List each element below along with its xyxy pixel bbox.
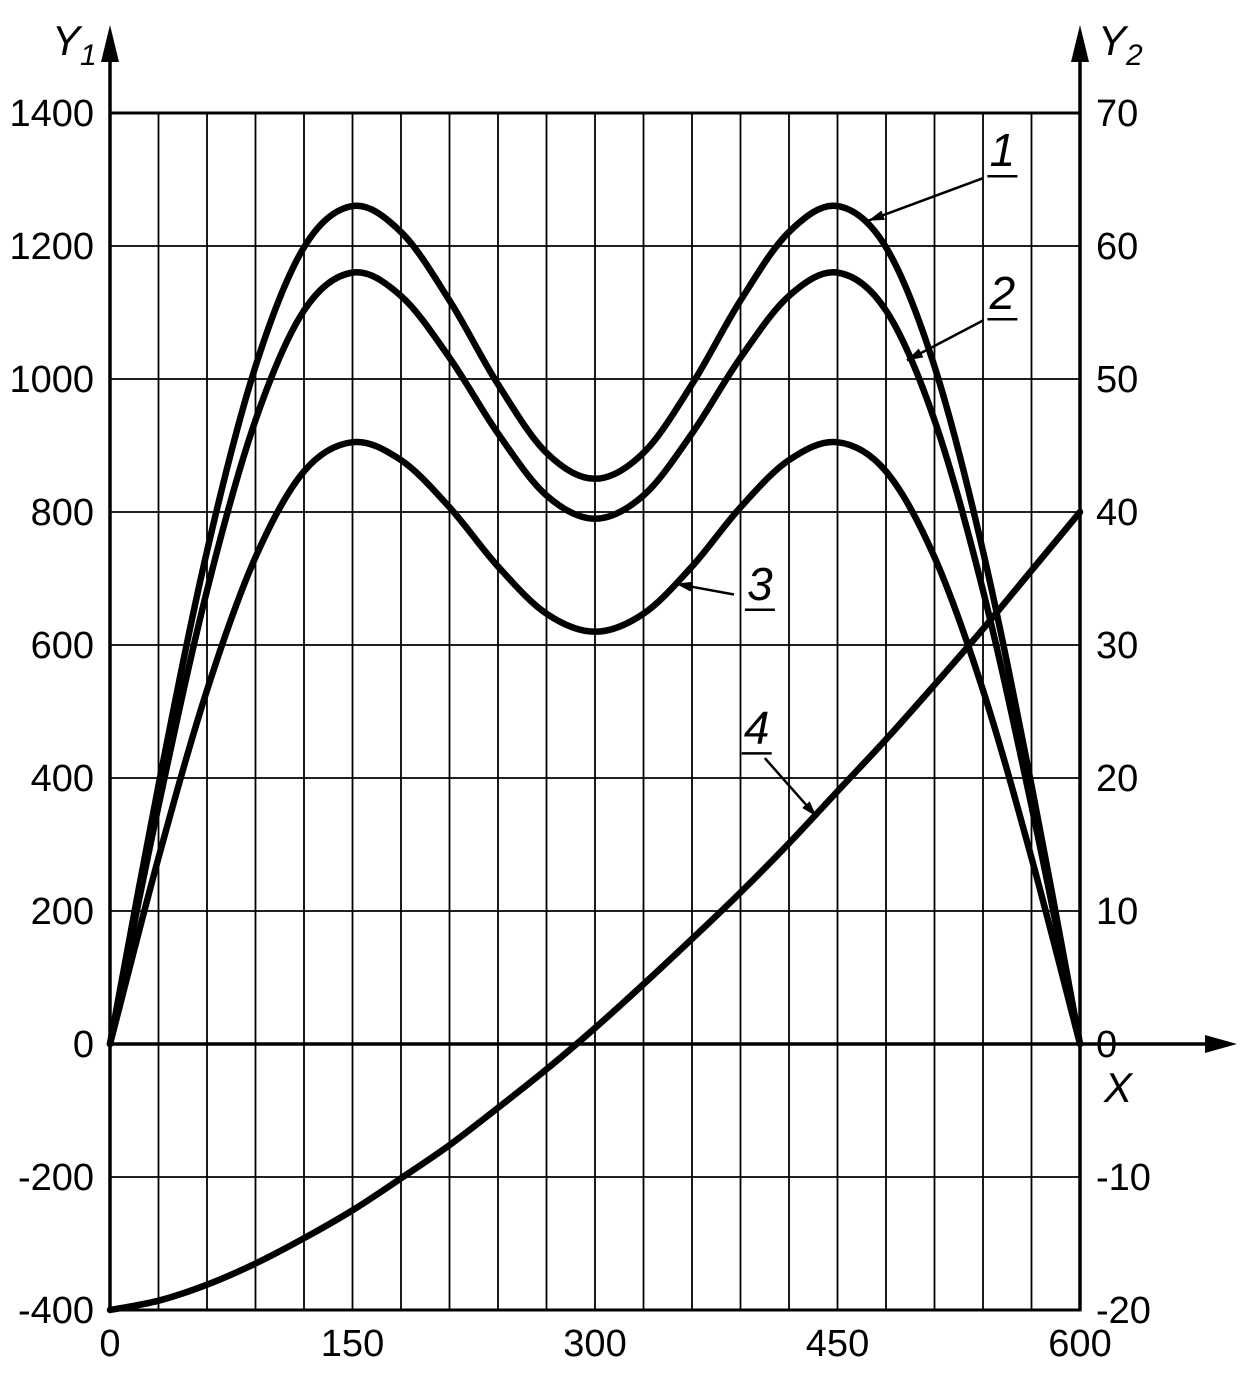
y2-tick-label: -10 (1096, 1157, 1151, 1199)
x-axis-arrowhead (1205, 1035, 1237, 1053)
curve-1 (106, 202, 1084, 1048)
annotation-arrow (906, 319, 984, 362)
x-tick-label: 600 (1048, 1323, 1111, 1365)
y1-tick-label: 1400 (9, 93, 94, 135)
y1-tick-label: -400 (18, 1290, 94, 1332)
y1-tick-label: 200 (31, 891, 94, 933)
curves (106, 202, 1084, 1314)
curve-4 (106, 508, 1084, 1314)
y2-axis-label: Y2 (1098, 17, 1143, 72)
grid (109, 112, 1081, 1311)
annotation-3: 3 (675, 558, 775, 612)
curve-number-label: 3 (747, 558, 773, 610)
y1-tick-label: 400 (31, 758, 94, 800)
annotation-arrow (867, 177, 984, 222)
x-axis-label: X (1103, 1064, 1134, 1111)
y1-tick-label: 0 (73, 1024, 94, 1066)
annotation-arrow (675, 581, 735, 596)
curve-number-label: 4 (744, 701, 770, 753)
curve-3 (106, 438, 1084, 1048)
y2-axis-arrowhead (1071, 25, 1089, 62)
y2-tick-label: 60 (1096, 226, 1138, 268)
y2-tick-label: 50 (1096, 359, 1138, 401)
annotation-2: 2 (906, 267, 1018, 362)
y1-tick-label: 1000 (9, 359, 94, 401)
y2-tick-label: 20 (1096, 758, 1138, 800)
annotation-1: 1 (867, 124, 1018, 222)
tick-labels: 1400120010008006004002000-200-4007060504… (9, 93, 1150, 1365)
annotation-4: 4 (741, 701, 818, 818)
curve-number-label: 1 (990, 124, 1016, 176)
annotations: 1 2 3 4 (675, 124, 1018, 818)
y2-tick-label: 40 (1096, 492, 1138, 534)
y1-tick-label: 1200 (9, 226, 94, 268)
curve-number-label: 2 (989, 267, 1016, 319)
y2-tick-label: 0 (1096, 1024, 1117, 1066)
x-tick-label: 150 (321, 1323, 384, 1365)
y1-tick-label: -200 (18, 1157, 94, 1199)
x-tick-label: 450 (806, 1323, 869, 1365)
y2-tick-label: 30 (1096, 625, 1138, 667)
y1-tick-label: 800 (31, 492, 94, 534)
y2-tick-label: 10 (1096, 891, 1138, 933)
annotation-arrow (763, 757, 818, 818)
x-tick-label: 0 (99, 1323, 120, 1365)
curve-2 (106, 269, 1084, 1048)
axes (101, 25, 1237, 1310)
x-tick-label: 300 (563, 1323, 626, 1365)
y2-tick-label: -20 (1096, 1290, 1151, 1332)
y2-tick-label: 70 (1096, 93, 1138, 135)
y1-axis-arrowhead (101, 25, 119, 62)
y1-tick-label: 600 (31, 625, 94, 667)
y1-axis-label: Y1 (52, 17, 97, 72)
